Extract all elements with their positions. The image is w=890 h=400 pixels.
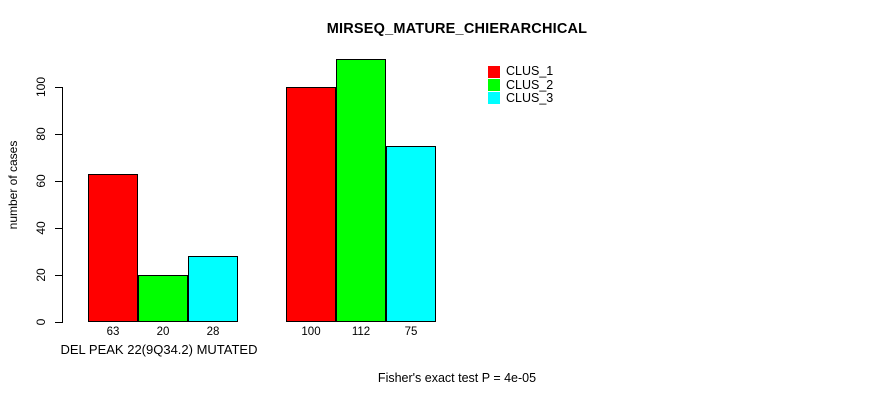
- bar-value-label: 20: [156, 326, 170, 338]
- legend-item-clus_3: CLUS_3: [488, 90, 554, 105]
- bar-clus_1-group1: [88, 174, 138, 322]
- y-tick-label: 80: [34, 127, 48, 141]
- y-tick-label: 40: [34, 221, 48, 235]
- legend-label: CLUS_1: [506, 64, 554, 79]
- y-tick-mark: [55, 322, 62, 323]
- y-tick-mark: [55, 181, 62, 182]
- bar-value-label: 75: [404, 326, 418, 338]
- legend-item-clus_1: CLUS_1: [488, 65, 553, 78]
- y-axis-line: [62, 87, 63, 323]
- y-tick-label: 60: [34, 174, 48, 188]
- bar-value-label: 100: [301, 326, 321, 338]
- bar-value-label: 112: [351, 326, 371, 338]
- bar-value-label: 28: [206, 326, 220, 338]
- y-tick-mark: [55, 87, 62, 88]
- bar-clus_2-group2: [336, 59, 386, 322]
- chart-title: MIRSEQ_MATURE_CHIERARCHICAL: [326, 21, 588, 37]
- y-tick-label: 0: [34, 318, 48, 326]
- y-tick-mark: [55, 134, 62, 135]
- y-tick-mark: [55, 275, 62, 276]
- annotation-text: Fisher's exact test P = 4e-05: [377, 371, 537, 385]
- legend-label: CLUS_2: [506, 77, 554, 92]
- bar-value-label: 63: [106, 326, 120, 338]
- y-tick-label: 100: [34, 76, 48, 98]
- x-axis-group-label: DEL PEAK 22(9Q34.2) MUTATED: [60, 342, 258, 357]
- bar-clus_3-group1: [188, 256, 238, 322]
- legend-swatch-icon: [488, 79, 500, 92]
- legend-label: CLUS_3: [506, 90, 554, 105]
- bar-clus_1-group2: [286, 87, 336, 322]
- y-tick-mark: [55, 228, 62, 229]
- legend-item-clus_2: CLUS_2: [488, 77, 554, 92]
- legend-swatch-icon: [488, 65, 500, 78]
- bar-clus_3-group2: [386, 146, 436, 322]
- legend: CLUS_1 CLUS_2 CLUS_3: [488, 65, 553, 105]
- bar-clus_2-group1: [138, 275, 188, 322]
- y-axis-label: number of cases: [6, 140, 20, 230]
- legend-swatch-icon: [488, 92, 500, 105]
- y-tick-label: 20: [34, 268, 48, 282]
